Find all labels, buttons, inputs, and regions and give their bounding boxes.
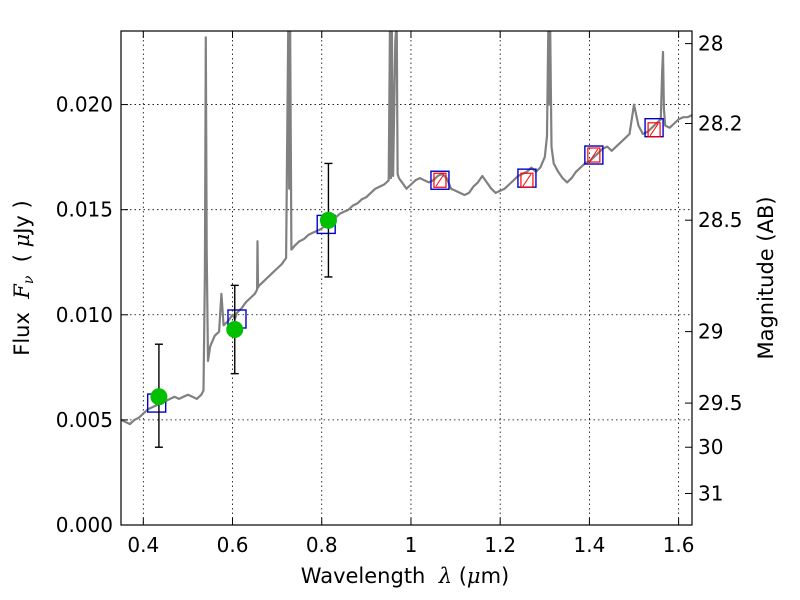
mag-tick-label: 30 <box>698 435 723 459</box>
y2-axis-label: Magnitude (AB) <box>754 196 778 359</box>
model-box <box>430 170 450 190</box>
x-tick-label: 1.2 <box>484 533 516 557</box>
x-tick-label: 1.6 <box>663 533 695 557</box>
detection-point <box>226 321 244 339</box>
y-tick-label: 0.000 <box>56 513 113 537</box>
model-box <box>584 145 604 165</box>
mag-tick-label: 28.5 <box>698 208 743 232</box>
x-tick-label: 0.6 <box>217 533 249 557</box>
mag-tick-label: 31 <box>698 481 723 505</box>
y-axis-label: Flux Fν ( μJy ) <box>10 200 37 355</box>
hst-box-slash <box>589 148 599 162</box>
x-tick-label: 1.4 <box>573 533 605 557</box>
hst-box <box>587 147 601 163</box>
y-tick-label: 0.005 <box>56 408 113 432</box>
x-tick-label: 1 <box>405 533 418 557</box>
mag-tick-label: 29.5 <box>698 391 743 415</box>
hst-box-slash <box>649 123 659 137</box>
spectrum <box>121 31 692 426</box>
y-tick-label: 0.010 <box>56 303 113 327</box>
hst-box-slash <box>435 173 445 187</box>
x-axis-label: Wavelength λ (μm) <box>301 564 509 588</box>
y-tick-label: 0.020 <box>56 93 113 117</box>
photometry-points <box>146 117 664 448</box>
detection-point <box>150 388 168 406</box>
hst-box-slash <box>522 173 532 187</box>
spectrum-line <box>121 31 692 426</box>
mag-tick-label: 28 <box>698 32 723 56</box>
x-tick-label: 0.8 <box>306 533 338 557</box>
hst-box <box>647 122 661 138</box>
plot-frame <box>120 30 693 526</box>
mag-tick-label: 29 <box>698 320 723 344</box>
hst-box <box>433 172 447 188</box>
axis-ticks: 0.4 0.6 0.8 1 1.2 1.4 1.6 0.000 0.005 0.010 0.015 0… <box>56 31 743 557</box>
detection-point <box>319 211 337 229</box>
mag-tick-label: 28.2 <box>698 111 743 135</box>
y-tick-label: 0.015 <box>56 198 113 222</box>
x-tick-label: 0.4 <box>127 533 159 557</box>
hst-box <box>520 172 534 188</box>
